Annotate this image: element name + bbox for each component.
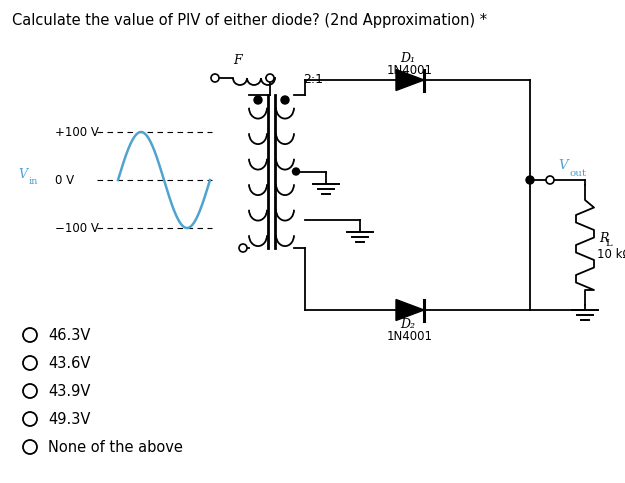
Text: R: R: [599, 231, 608, 244]
Text: V: V: [558, 159, 568, 172]
Circle shape: [239, 244, 247, 252]
Text: 46.3V: 46.3V: [48, 327, 91, 342]
Text: None of the above: None of the above: [48, 440, 183, 455]
Circle shape: [211, 74, 219, 82]
Text: 1N4001: 1N4001: [387, 329, 433, 342]
Polygon shape: [396, 70, 424, 90]
Text: D₁: D₁: [401, 52, 416, 65]
Text: 2:1: 2:1: [303, 73, 323, 86]
Text: F: F: [233, 54, 242, 67]
Circle shape: [254, 96, 262, 104]
Text: 10 kΩ: 10 kΩ: [597, 248, 625, 261]
Circle shape: [23, 384, 37, 398]
Circle shape: [281, 96, 289, 104]
Circle shape: [526, 176, 534, 184]
Text: 0 V: 0 V: [55, 173, 74, 186]
Circle shape: [23, 440, 37, 454]
Text: 43.6V: 43.6V: [48, 355, 91, 370]
Polygon shape: [396, 299, 424, 321]
Circle shape: [292, 168, 299, 175]
Text: D₂: D₂: [401, 317, 416, 330]
Circle shape: [266, 74, 274, 82]
Text: V: V: [18, 168, 27, 181]
Text: out: out: [569, 169, 586, 178]
Circle shape: [546, 176, 554, 184]
Text: 43.9V: 43.9V: [48, 384, 91, 398]
Text: L: L: [605, 240, 612, 248]
Circle shape: [23, 356, 37, 370]
Text: −100 V: −100 V: [55, 222, 99, 235]
Circle shape: [23, 412, 37, 426]
Text: Calculate the value of PIV of either diode? (2nd Approximation) *: Calculate the value of PIV of either dio…: [12, 13, 487, 28]
Circle shape: [23, 328, 37, 342]
Text: in: in: [29, 177, 38, 186]
Text: 1N4001: 1N4001: [387, 63, 433, 76]
Text: 49.3V: 49.3V: [48, 412, 91, 426]
Text: +100 V: +100 V: [55, 126, 99, 139]
